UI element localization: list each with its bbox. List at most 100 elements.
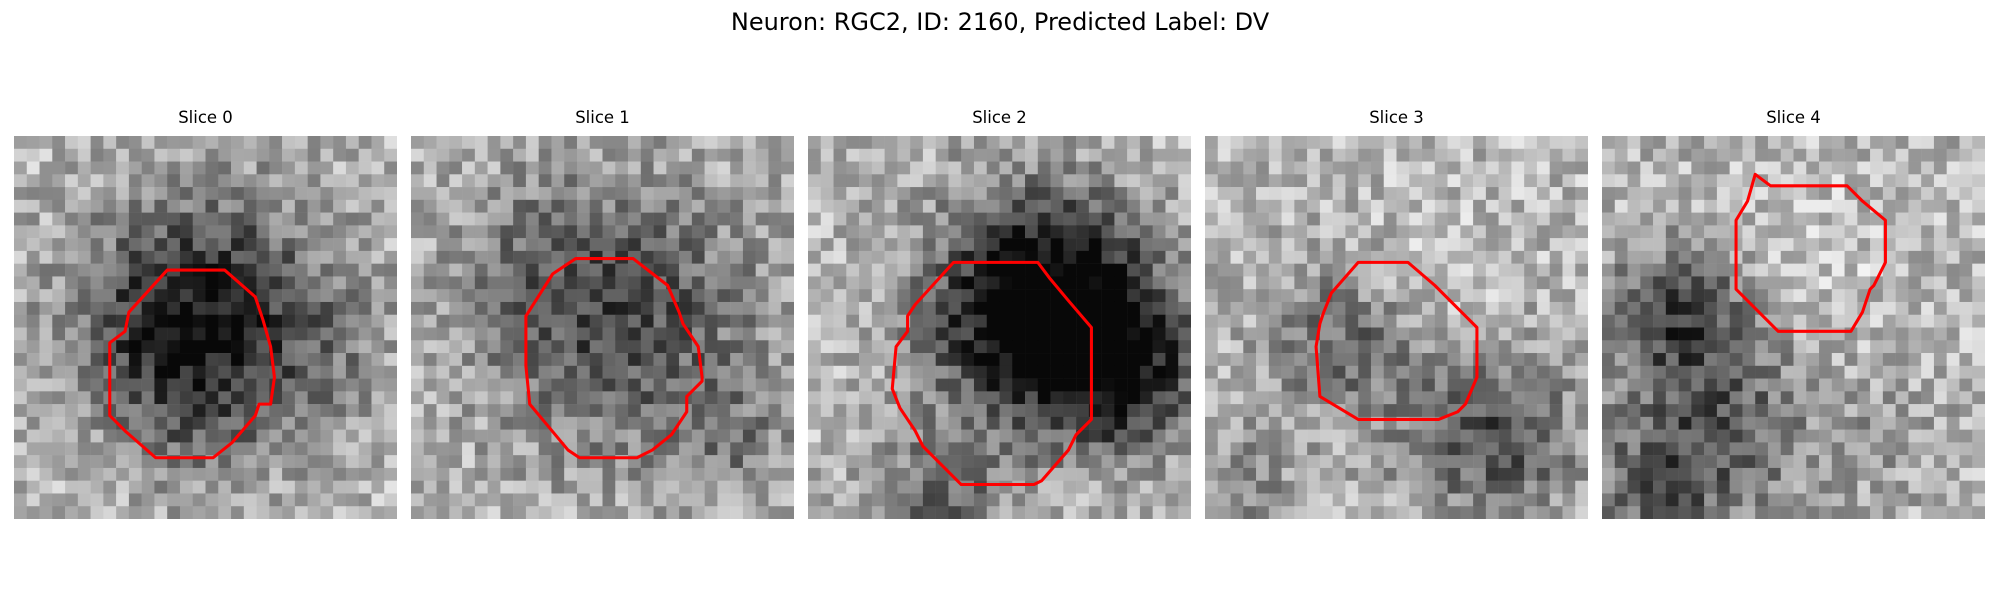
pixel — [128, 416, 142, 430]
pixel — [307, 327, 321, 341]
pixel — [1243, 506, 1257, 519]
pixel — [717, 314, 731, 328]
pixel — [1088, 467, 1102, 481]
pixel — [602, 212, 616, 226]
pixel — [1012, 238, 1026, 252]
pixel — [141, 199, 155, 213]
pixel — [1536, 212, 1550, 226]
pixel — [1281, 301, 1295, 315]
pixel — [922, 327, 936, 341]
pixel — [1383, 301, 1397, 315]
pixel — [1844, 480, 1858, 494]
pixel — [167, 161, 181, 175]
pixel — [1562, 365, 1576, 379]
pixel — [1230, 276, 1244, 290]
pixel — [1793, 212, 1807, 226]
pixel — [243, 250, 257, 264]
pixel — [730, 480, 744, 494]
pixel — [411, 289, 425, 303]
pixel — [462, 467, 476, 481]
pixel — [846, 161, 860, 175]
pixel — [487, 506, 501, 519]
pixel — [1243, 301, 1257, 315]
pixel — [922, 161, 936, 175]
pixel — [1844, 467, 1858, 481]
pixel — [666, 467, 680, 481]
pixel — [436, 276, 450, 290]
pixel — [551, 365, 565, 379]
pixel — [1511, 506, 1525, 519]
pixel — [1742, 238, 1756, 252]
slice-panel-4: Slice 4 — [1602, 108, 1985, 519]
pixel — [1460, 225, 1474, 239]
pixel — [179, 391, 193, 405]
pixel — [1332, 289, 1346, 303]
pixel — [808, 442, 822, 456]
pixel — [423, 136, 437, 150]
pixel — [808, 404, 822, 418]
pixel — [910, 148, 924, 162]
pixel — [1205, 199, 1219, 213]
pixel — [500, 187, 514, 201]
pixel — [167, 136, 181, 150]
pixel — [602, 378, 616, 392]
pixel — [1857, 442, 1871, 456]
pixel — [691, 416, 705, 430]
pixel — [1704, 327, 1718, 341]
pixel — [1806, 276, 1820, 290]
pixel — [1012, 301, 1026, 315]
pixel — [269, 276, 283, 290]
pixel — [602, 199, 616, 213]
pixel — [1434, 506, 1448, 519]
pixel — [1383, 506, 1397, 519]
pixel — [1178, 289, 1191, 303]
pixel — [871, 263, 885, 277]
pixel — [1946, 136, 1960, 150]
pixel — [1946, 238, 1960, 252]
pixel — [691, 250, 705, 264]
pixel — [1767, 250, 1781, 264]
pixel — [730, 365, 744, 379]
pixel — [1256, 480, 1270, 494]
pixel — [282, 314, 296, 328]
pixel — [1139, 429, 1153, 443]
pixel — [1050, 276, 1064, 290]
pixel — [384, 238, 397, 252]
pixel — [628, 340, 642, 354]
pixel — [1370, 301, 1384, 315]
pixel — [1485, 212, 1499, 226]
pixel — [52, 187, 66, 201]
pixel — [320, 353, 334, 367]
pixel — [1178, 276, 1191, 290]
pixel — [371, 404, 385, 418]
pixel — [411, 429, 425, 443]
pixel — [1716, 314, 1730, 328]
pixel — [1422, 250, 1436, 264]
pixel — [986, 250, 1000, 264]
pixel — [1076, 391, 1090, 405]
pixel — [77, 429, 91, 443]
pixel — [884, 327, 898, 341]
pixel — [1653, 212, 1667, 226]
pixel — [1819, 442, 1833, 456]
pixel — [1729, 136, 1743, 150]
slice-image — [411, 136, 794, 519]
pixel — [371, 289, 385, 303]
pixel — [1524, 378, 1538, 392]
pixel — [513, 187, 527, 201]
pixel — [1831, 148, 1845, 162]
pixel — [846, 250, 860, 264]
pixel — [1101, 404, 1115, 418]
pixel — [1831, 225, 1845, 239]
pixel — [1165, 404, 1179, 418]
pixel — [1076, 136, 1090, 150]
pixel — [1281, 314, 1295, 328]
pixel — [1793, 276, 1807, 290]
pixel — [1806, 225, 1820, 239]
pixel — [1921, 442, 1935, 456]
pixel — [1268, 365, 1282, 379]
pixel — [679, 480, 693, 494]
pixel — [1831, 289, 1845, 303]
pixel — [1076, 404, 1090, 418]
pixel — [910, 136, 924, 150]
